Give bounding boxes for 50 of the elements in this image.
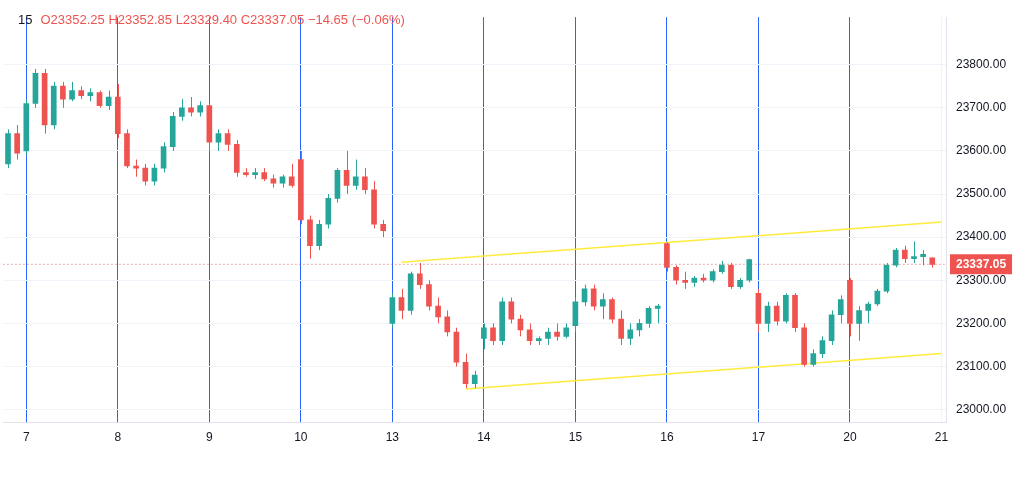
candlestick: [673, 264, 679, 286]
candlestick: [362, 167, 368, 195]
candlestick: [801, 322, 807, 368]
candlestick: [746, 258, 753, 283]
x-tick-label: 7: [22, 430, 30, 445]
y-tick-label: 23700.00: [956, 100, 1007, 115]
y-tick-label: 23600.00: [956, 143, 1007, 158]
x-tick-label: 10: [294, 430, 308, 445]
y-tick-label: 23300.00: [956, 272, 1007, 287]
candlestick: [179, 98, 185, 122]
x-tick-label: 21: [934, 430, 949, 445]
candlestick: [243, 167, 249, 178]
x-tick-label: 16: [660, 430, 674, 445]
candlestick: [78, 85, 85, 100]
candlestick: [535, 335, 542, 346]
y-tick-label: 23000.00: [956, 401, 1007, 416]
candlestick: [233, 139, 240, 178]
candlestick: [654, 303, 661, 324]
candlestick: [810, 348, 817, 368]
x-tick-label: 20: [843, 430, 857, 445]
candlestick: [325, 193, 332, 230]
x-tick-label: 13: [385, 430, 400, 445]
candlestick: [206, 102, 213, 152]
candlestick: [490, 322, 496, 346]
candlestick: [563, 322, 570, 339]
candlestick: [856, 305, 862, 342]
candlestick: [352, 159, 359, 191]
candlestick: [481, 322, 487, 350]
y-tick-label: 23200.00: [956, 315, 1007, 330]
candlestick: [773, 301, 780, 327]
y-tick-label: 23100.00: [956, 358, 1007, 373]
candlestick: [837, 294, 844, 324]
chart-subtitle: O23352.25 H23352.85 L23329.40 C23337.05 −14.65 (−0.06%): [40, 12, 405, 27]
x-tick-label: 14: [477, 430, 491, 445]
candlestick: [911, 240, 917, 264]
ref-line-label: 23337.05: [956, 256, 1007, 271]
candlestick: [920, 249, 926, 266]
candlestick: [371, 180, 377, 230]
y-tick-label: 23400.00: [956, 229, 1007, 244]
candlestick: [783, 292, 789, 324]
y-tick-label: 23500.00: [956, 186, 1007, 201]
x-tick-label: 8: [114, 430, 122, 445]
candlestick: [252, 167, 258, 180]
x-tick-label: 15: [568, 430, 583, 445]
chart-title: 15: [18, 12, 33, 27]
candlestick: [682, 271, 689, 290]
candlestick: [288, 163, 295, 189]
x-tick-label: 9: [205, 430, 213, 445]
x-tick-label: 17: [751, 430, 766, 445]
y-tick-label: 23800.00: [956, 56, 1007, 71]
